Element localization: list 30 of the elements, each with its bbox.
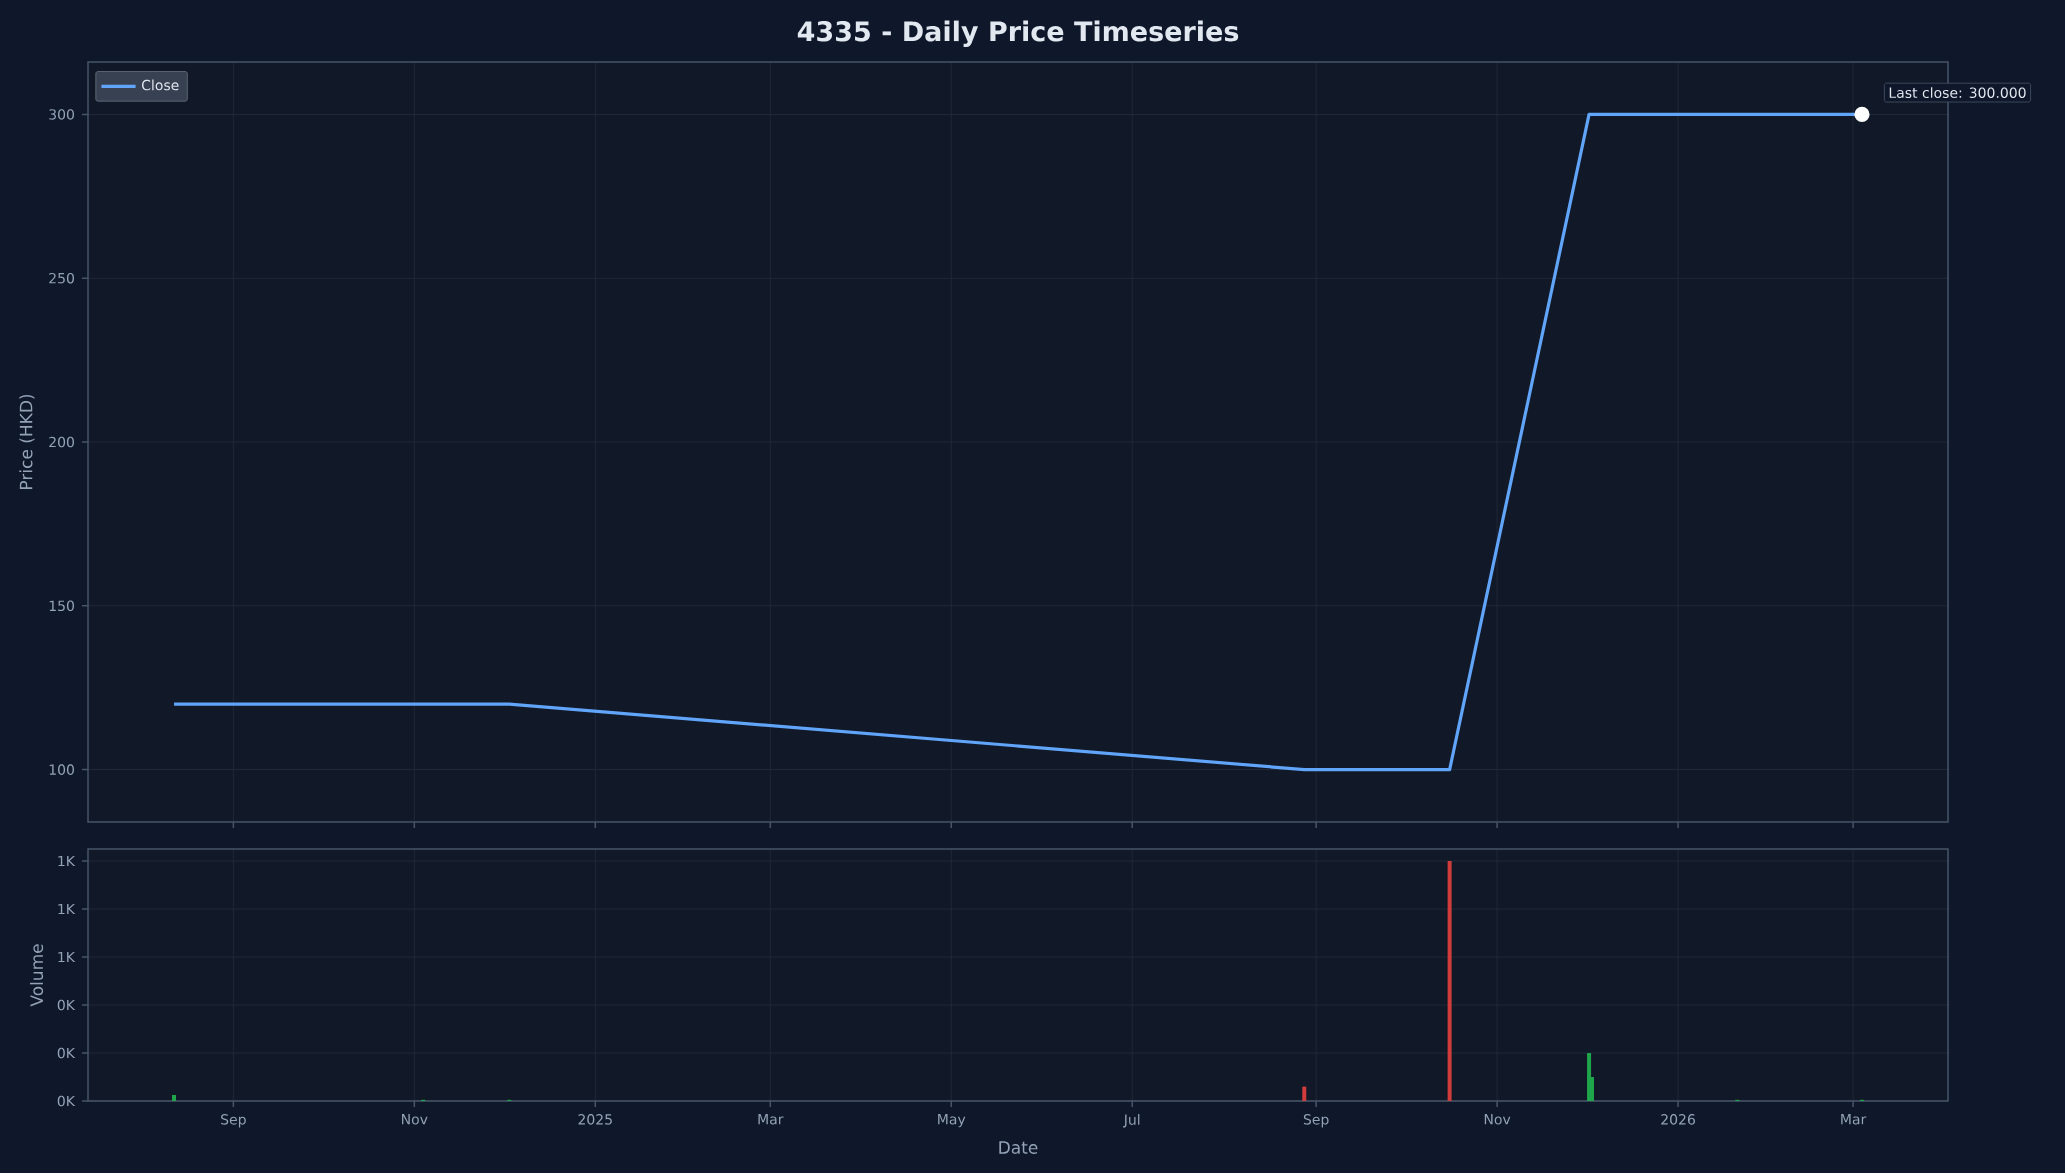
y-tick-label: 0K	[57, 999, 76, 1011]
y-tick-label: 1K	[58, 855, 76, 867]
bar	[1447, 861, 1452, 1102]
legend-label: Close	[141, 79, 179, 91]
bar	[172, 1095, 177, 1102]
bar	[1302, 1086, 1307, 1102]
x-tick-label: May	[938, 1114, 966, 1128]
y-tick-label: 1K	[58, 951, 76, 963]
y-tick-label: 250	[49, 272, 74, 284]
x-tick-label: Jul	[1123, 1114, 1140, 1128]
y-tick-label: 150	[49, 600, 74, 612]
x-tick-label: Sep	[1303, 1114, 1329, 1128]
y-tick-label: 1K	[58, 903, 76, 915]
x-tick-label: Mar	[758, 1114, 784, 1125]
y-axis-title: Volume	[29, 944, 44, 1007]
x-tick-label: 2025	[578, 1114, 612, 1125]
y-tick-label: 0K	[57, 1047, 76, 1059]
y-axis-title: Price (HKD)	[19, 394, 35, 489]
x-tick-label: 2026	[1661, 1114, 1695, 1125]
annotation: Last close: 300.000	[1889, 87, 2026, 99]
x-tick-label: Sep	[221, 1114, 246, 1128]
y-tick-label: 0K	[57, 1095, 76, 1107]
y-tick-label: 300	[49, 109, 74, 120]
chart-title: 4335 - Daily Price Timeseries	[797, 20, 1239, 47]
x-axis-title: Date	[999, 1141, 1038, 1154]
x-tick-label: Nov	[402, 1114, 428, 1125]
y-tick-label: 100	[49, 764, 74, 775]
y-tick-label: 200	[49, 436, 74, 448]
x-tick-label: Nov	[1484, 1114, 1511, 1125]
x-tick-label: Mar	[1841, 1114, 1867, 1125]
